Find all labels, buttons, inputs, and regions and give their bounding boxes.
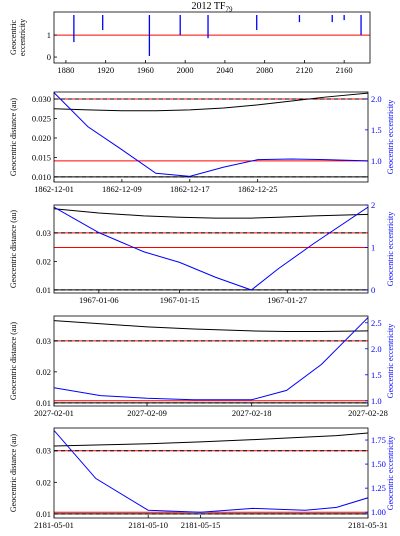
x-tick-label: 1967-01-27 [267, 295, 307, 305]
y-axis-label: eccentricity [18, 19, 27, 56]
panel: 1880 1920 1960 2000 2040 2080 2120 2160 0 1 Geocen… [9, 11, 371, 75]
series-line [54, 320, 368, 333]
y2-tick-label: 1.50 [371, 459, 386, 469]
series-line [54, 92, 368, 177]
x-tick-label: 1967-01-06 [79, 295, 119, 305]
plot-area [54, 206, 368, 291]
panel: 2027-02-01 2027-02-09 2027-02-18 2027-02-28… [9, 315, 395, 418]
series-line [54, 208, 368, 219]
y-tick-label: 0.03 [36, 336, 51, 346]
y2-tick-label: 2.0 [371, 344, 382, 354]
y-tick-label: 0.01 [36, 285, 51, 295]
x-tick-label: 1862-12-09 [102, 184, 142, 194]
x-tick-label: 2027-02-28 [348, 408, 388, 418]
x-tick-label: 1920 [97, 65, 114, 75]
x-tick-label: 2120 [296, 65, 313, 75]
y-tick-label: 0.01 [36, 509, 51, 519]
y2-tick-label: 0 [371, 285, 375, 295]
y-axis-label: Geocentric [9, 20, 18, 56]
x-tick-label: 2160 [336, 65, 353, 75]
title-subscript: 79 [226, 6, 234, 14]
plot-area [54, 430, 368, 515]
plot-area [54, 317, 368, 404]
y2-axis-label: Geocentric eccentricity [386, 436, 395, 510]
axes-frame [53, 11, 371, 64]
series-line [54, 92, 368, 112]
y2-axis-label: Geocentric eccentricity [386, 324, 395, 398]
series-line [54, 206, 368, 291]
y2-tick-label: 2.0 [371, 94, 382, 104]
y2-tick-label: 2.5 [371, 318, 382, 328]
y-axis-label: Geocentric distance (au) [9, 434, 18, 513]
y2-tick-label: 1.0 [371, 396, 382, 406]
x-tick-label: 1862-12-17 [170, 184, 210, 194]
x-tick-label: 2181-05-01 [34, 520, 74, 530]
x-tick-label: 1960 [137, 65, 154, 75]
series-line [54, 317, 368, 401]
x-tick-label: 2080 [256, 65, 273, 75]
axes-frame [53, 315, 369, 407]
axes-frame [53, 427, 369, 519]
panel: 1862-12-01 1862-12-09 1862-12-17 1862-12-25… [9, 91, 395, 194]
x-tick-label: 2027-02-01 [34, 408, 74, 418]
panel: 1967-01-06 1967-01-15 1967-01-27 0.01 0.02 0.… [9, 200, 395, 305]
y-tick-label: 0.010 [32, 172, 51, 182]
y2-axis-label: Geocentric eccentricity [386, 100, 395, 174]
x-tick-label: 2181-05-10 [128, 520, 168, 530]
y2-tick-label: 1 [371, 243, 375, 253]
x-tick-label: 2181-05-31 [348, 520, 388, 530]
plot-area [54, 15, 370, 56]
series-line [54, 430, 368, 513]
y-tick-label: 0.02 [36, 367, 51, 377]
x-tick-label: 2027-02-09 [127, 408, 167, 418]
x-tick-label: 1967-01-15 [160, 295, 200, 305]
x-tick-label: 1880 [57, 65, 74, 75]
y-tick-label: 0.025 [32, 113, 51, 123]
y2-tick-label: 2 [371, 200, 375, 210]
x-tick-label: 2000 [177, 65, 194, 75]
x-tick-label: 1862-12-25 [238, 184, 278, 194]
x-tick-label: 2181-05-15 [181, 520, 221, 530]
x-tick-label: 1862-12-01 [34, 184, 74, 194]
y2-tick-label: 1.25 [371, 483, 386, 493]
y2-tick-label: 1.75 [371, 435, 386, 445]
y2-axis-label: Geocentric eccentricity [386, 212, 395, 286]
chart-title: 2012 TF79 [192, 1, 234, 14]
y-tick-label: 0.03 [36, 446, 51, 456]
x-tick-label: 2027-02-18 [232, 408, 272, 418]
plot-area [54, 92, 368, 178]
y-tick-label: 1 [47, 30, 51, 40]
series-line [54, 432, 368, 447]
y2-tick-label: 1.00 [371, 507, 386, 517]
y-tick-label: 0 [47, 52, 51, 62]
y-axis-label: Geocentric distance (au) [9, 322, 18, 401]
y-tick-label: 0.030 [32, 94, 51, 104]
y-tick-label: 0.02 [36, 477, 51, 487]
y-tick-label: 0.01 [36, 398, 51, 408]
y-tick-label: 0.02 [36, 256, 51, 266]
panel: 2181-05-01 2181-05-10 2181-05-15 2181-05-31… [9, 427, 395, 530]
axes-frame [53, 204, 369, 294]
y-tick-label: 0.015 [32, 152, 51, 162]
y2-tick-label: 1.0 [371, 156, 382, 166]
y-axis-label: Geocentric distance (au) [9, 98, 18, 177]
axes-frame [53, 91, 369, 183]
y2-tick-label: 1.5 [371, 125, 382, 135]
y-tick-label: 0.03 [36, 228, 51, 238]
y-axis-label: Geocentric distance (au) [9, 210, 18, 289]
y-tick-label: 0.020 [32, 133, 51, 143]
title-main: 2012 TF [192, 1, 226, 12]
x-tick-label: 2040 [216, 65, 233, 75]
y2-tick-label: 1.5 [371, 370, 382, 380]
